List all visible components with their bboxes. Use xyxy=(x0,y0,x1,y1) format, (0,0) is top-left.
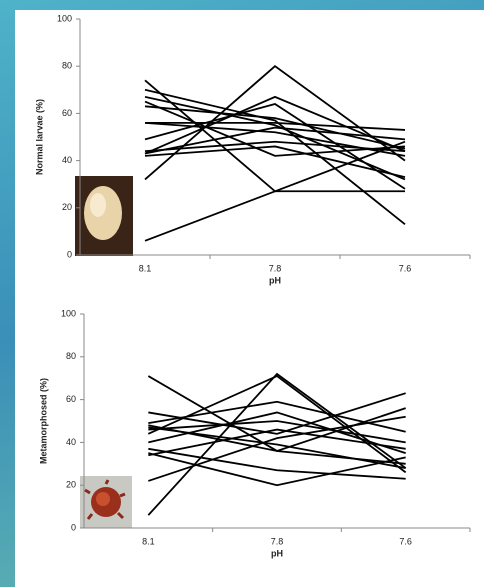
spat-photo xyxy=(80,476,132,528)
series-line xyxy=(144,65,406,181)
y-tick-label: 20 xyxy=(62,202,72,212)
series-line xyxy=(145,121,406,131)
y-tick-label: 40 xyxy=(62,155,72,165)
series-line xyxy=(148,392,406,435)
series-line xyxy=(148,420,406,444)
larva-photo xyxy=(75,176,133,256)
x-tick-label: 8.1 xyxy=(142,536,155,546)
y-tick-label: 20 xyxy=(66,480,76,490)
x-tick-label: 8.1 xyxy=(139,263,152,273)
y-tick-label: 40 xyxy=(66,437,76,447)
series-line xyxy=(148,428,406,457)
series-line xyxy=(144,145,406,178)
series-line xyxy=(147,372,407,516)
series-line xyxy=(148,415,406,482)
series-line xyxy=(144,140,406,153)
series-line xyxy=(144,88,406,226)
y-axis-title: Normal larvae (%) xyxy=(34,99,44,175)
x-tick-label: 7.6 xyxy=(399,263,412,273)
y-tick-label: 100 xyxy=(57,13,72,23)
y-tick-label: 80 xyxy=(66,351,76,361)
x-axis-title: pH xyxy=(271,548,283,558)
y-tick-label: 100 xyxy=(61,308,76,318)
series-line xyxy=(144,102,406,190)
series-line xyxy=(148,447,406,480)
series-line xyxy=(148,426,406,469)
y-tick-label: 0 xyxy=(71,522,76,532)
series-line xyxy=(144,95,406,155)
y-tick-label: 0 xyxy=(67,249,72,259)
x-tick-label: 7.8 xyxy=(269,263,282,273)
series-line xyxy=(144,126,406,155)
y-tick-label: 80 xyxy=(62,61,72,71)
x-tick-label: 7.6 xyxy=(399,536,412,546)
y-tick-label: 60 xyxy=(62,108,72,118)
series-line xyxy=(144,79,405,193)
series-line xyxy=(144,105,406,150)
x-axis-title: pH xyxy=(269,275,281,285)
x-tick-label: 7.8 xyxy=(271,536,284,546)
y-tick-label: 60 xyxy=(66,394,76,404)
series-line xyxy=(148,452,406,487)
series-line xyxy=(144,100,406,157)
y-axis-title: Metamorphosed (%) xyxy=(38,378,48,464)
